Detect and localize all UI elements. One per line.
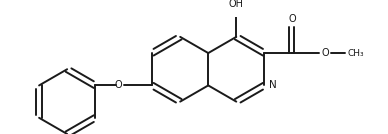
Text: N: N [269,80,277,90]
Text: CH₃: CH₃ [348,49,364,58]
Text: O: O [288,14,296,24]
Text: OH: OH [229,0,244,9]
Text: O: O [322,48,329,58]
Text: O: O [114,80,122,90]
